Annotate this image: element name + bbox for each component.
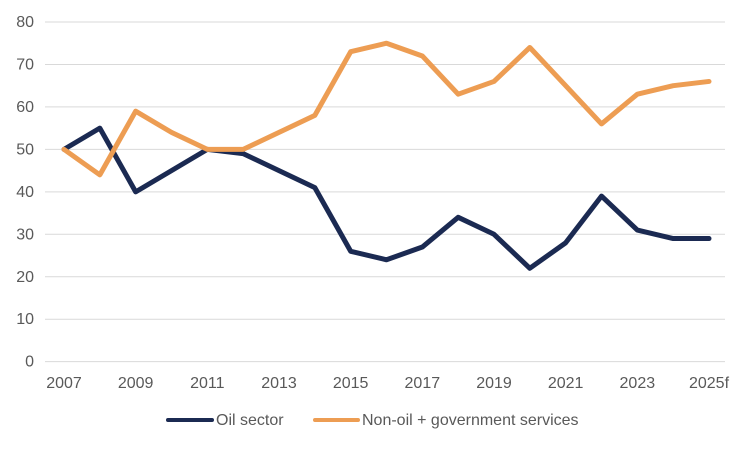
svg-text:30: 30 xyxy=(16,226,34,243)
svg-text:Oil sector: Oil sector xyxy=(216,412,284,429)
svg-text:40: 40 xyxy=(16,184,34,201)
svg-text:60: 60 xyxy=(16,99,34,116)
svg-text:10: 10 xyxy=(16,311,34,328)
svg-text:Non-oil + government services: Non-oil + government services xyxy=(362,412,579,429)
svg-text:2019: 2019 xyxy=(476,375,512,392)
svg-text:2023: 2023 xyxy=(620,375,656,392)
svg-text:20: 20 xyxy=(16,269,34,286)
svg-text:2015: 2015 xyxy=(333,375,369,392)
svg-text:2011: 2011 xyxy=(190,375,225,392)
svg-text:2013: 2013 xyxy=(261,375,297,392)
svg-text:2021: 2021 xyxy=(548,375,584,392)
svg-text:0: 0 xyxy=(25,354,34,371)
svg-text:70: 70 xyxy=(16,56,34,73)
svg-text:80: 80 xyxy=(16,14,34,31)
svg-text:50: 50 xyxy=(16,141,34,158)
svg-text:2007: 2007 xyxy=(46,375,82,392)
svg-text:2009: 2009 xyxy=(118,375,154,392)
svg-text:2025f: 2025f xyxy=(689,375,730,392)
svg-text:2017: 2017 xyxy=(405,375,441,392)
